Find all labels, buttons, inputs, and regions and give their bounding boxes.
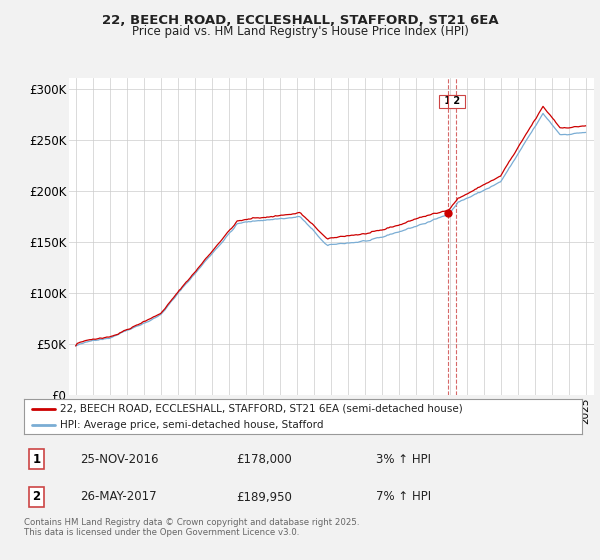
- Text: 22, BEECH ROAD, ECCLESHALL, STAFFORD, ST21 6EA: 22, BEECH ROAD, ECCLESHALL, STAFFORD, ST…: [101, 14, 499, 27]
- Text: 2: 2: [32, 491, 40, 503]
- Text: Price paid vs. HM Land Registry's House Price Index (HPI): Price paid vs. HM Land Registry's House …: [131, 25, 469, 38]
- Text: £189,950: £189,950: [236, 491, 292, 503]
- Text: HPI: Average price, semi-detached house, Stafford: HPI: Average price, semi-detached house,…: [60, 421, 324, 430]
- Text: 7% ↑ HPI: 7% ↑ HPI: [376, 491, 431, 503]
- Text: 1: 1: [32, 452, 40, 466]
- Text: Contains HM Land Registry data © Crown copyright and database right 2025.
This d: Contains HM Land Registry data © Crown c…: [24, 518, 359, 538]
- Text: 25-NOV-2016: 25-NOV-2016: [80, 452, 158, 466]
- Text: 2: 2: [449, 96, 463, 106]
- Text: 1: 1: [441, 96, 454, 106]
- Text: 3% ↑ HPI: 3% ↑ HPI: [376, 452, 431, 466]
- Text: 26-MAY-2017: 26-MAY-2017: [80, 491, 157, 503]
- Text: 22, BEECH ROAD, ECCLESHALL, STAFFORD, ST21 6EA (semi-detached house): 22, BEECH ROAD, ECCLESHALL, STAFFORD, ST…: [60, 404, 463, 414]
- Text: £178,000: £178,000: [236, 452, 292, 466]
